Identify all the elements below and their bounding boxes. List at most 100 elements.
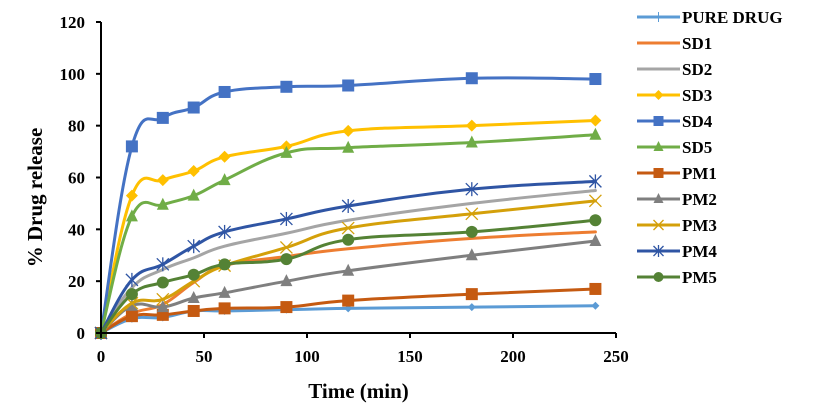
data-point — [589, 127, 602, 140]
series-sd2 — [99, 188, 597, 335]
data-point — [125, 140, 138, 153]
x-axis-title: Time (min) — [308, 379, 409, 403]
data-point — [588, 174, 602, 189]
data-point — [653, 116, 664, 126]
series-line — [99, 188, 597, 335]
legend-label: PM4 — [682, 242, 717, 261]
data-point — [218, 224, 232, 239]
legend-label: PM2 — [682, 190, 717, 209]
data-point — [156, 276, 169, 289]
data-point — [465, 119, 478, 132]
series-line — [99, 230, 597, 335]
legend-item: PURE DRUG — [637, 8, 783, 27]
data-point — [342, 294, 355, 307]
data-point — [187, 239, 201, 254]
data-point — [280, 80, 293, 93]
data-point — [125, 209, 138, 222]
legend-item: PM4 — [637, 242, 717, 261]
data-point — [653, 245, 664, 257]
legend-label: PM5 — [682, 268, 717, 287]
data-point — [280, 274, 293, 287]
x-tick-label: 250 — [603, 347, 629, 366]
data-point — [465, 288, 478, 301]
y-tick-label: 100 — [60, 65, 86, 84]
legend-item: SD4 — [637, 112, 713, 131]
legend-label: PM1 — [682, 164, 717, 183]
legend-label: PM3 — [682, 216, 717, 235]
data-point — [218, 302, 231, 315]
legend-item: SD2 — [637, 60, 712, 79]
data-point — [653, 90, 664, 100]
data-point — [218, 258, 231, 271]
legend: PURE DRUG SD1 SD2 SD3 SD4 SD5 PM1 PM2 PM3 PM4 PM5 — [637, 8, 783, 287]
legend-item: PM3 — [637, 216, 717, 235]
axes: 0 20 40 60 80 100 120 0 50 100 150 200 250 — [60, 13, 629, 366]
data-point — [465, 248, 478, 261]
data-point — [218, 150, 231, 163]
series-pm4 — [94, 174, 602, 340]
data-point — [279, 211, 293, 226]
data-point — [156, 197, 169, 210]
y-axis-ticks: 0 20 40 60 80 100 120 — [60, 13, 101, 343]
legend-item: SD3 — [637, 86, 712, 105]
x-tick-label: 100 — [294, 347, 320, 366]
series-line — [99, 239, 597, 335]
data-point — [187, 188, 200, 201]
data-point — [187, 165, 200, 178]
data-point — [279, 241, 293, 254]
data-point — [465, 207, 479, 221]
y-axis-title: % Drug release — [23, 128, 47, 268]
series-line — [99, 118, 597, 335]
legend-label: SD2 — [682, 60, 712, 79]
data-point — [156, 174, 169, 187]
data-point — [280, 253, 293, 266]
y-tick-label: 60 — [68, 169, 85, 188]
data-point — [465, 72, 478, 85]
data-point — [156, 257, 170, 272]
data-point — [467, 303, 476, 312]
data-point — [342, 79, 355, 92]
x-tick-label: 0 — [97, 347, 106, 366]
data-point — [342, 233, 355, 246]
legend-item: PM5 — [637, 268, 717, 287]
data-point — [187, 101, 200, 114]
x-tick-label: 200 — [500, 347, 526, 366]
data-point — [589, 73, 602, 86]
data-point — [653, 141, 664, 151]
series-pm1 — [95, 282, 602, 339]
y-tick-label: 40 — [68, 220, 85, 239]
legend-item: PM2 — [637, 190, 717, 209]
data-point — [156, 292, 170, 306]
data-point — [187, 268, 200, 281]
data-point — [187, 291, 200, 304]
x-tick-label: 50 — [196, 347, 213, 366]
series-line — [99, 133, 597, 335]
data-point — [465, 225, 478, 238]
data-point — [589, 282, 602, 295]
data-point — [591, 301, 600, 310]
data-point — [465, 135, 478, 148]
legend-label: SD4 — [682, 112, 713, 131]
series-pm5 — [95, 214, 602, 339]
series-sd5 — [95, 127, 602, 338]
data-point — [654, 41, 663, 45]
data-point — [280, 145, 293, 158]
legend-item: PM1 — [637, 164, 717, 183]
legend-label: SD3 — [682, 86, 712, 105]
data-point — [588, 194, 602, 208]
y-tick-label: 80 — [68, 117, 85, 136]
data-point — [218, 173, 231, 186]
data-point — [653, 193, 664, 203]
data-point — [187, 304, 200, 317]
data-point — [653, 168, 664, 178]
data-point — [342, 140, 355, 153]
data-point — [465, 182, 479, 197]
x-tick-label: 150 — [397, 347, 423, 366]
data-point — [125, 272, 139, 287]
series-pure-drug — [97, 301, 600, 337]
data-point — [589, 233, 602, 246]
data-point — [653, 219, 664, 231]
plot-area — [94, 72, 602, 340]
y-tick-label: 120 — [60, 13, 86, 32]
